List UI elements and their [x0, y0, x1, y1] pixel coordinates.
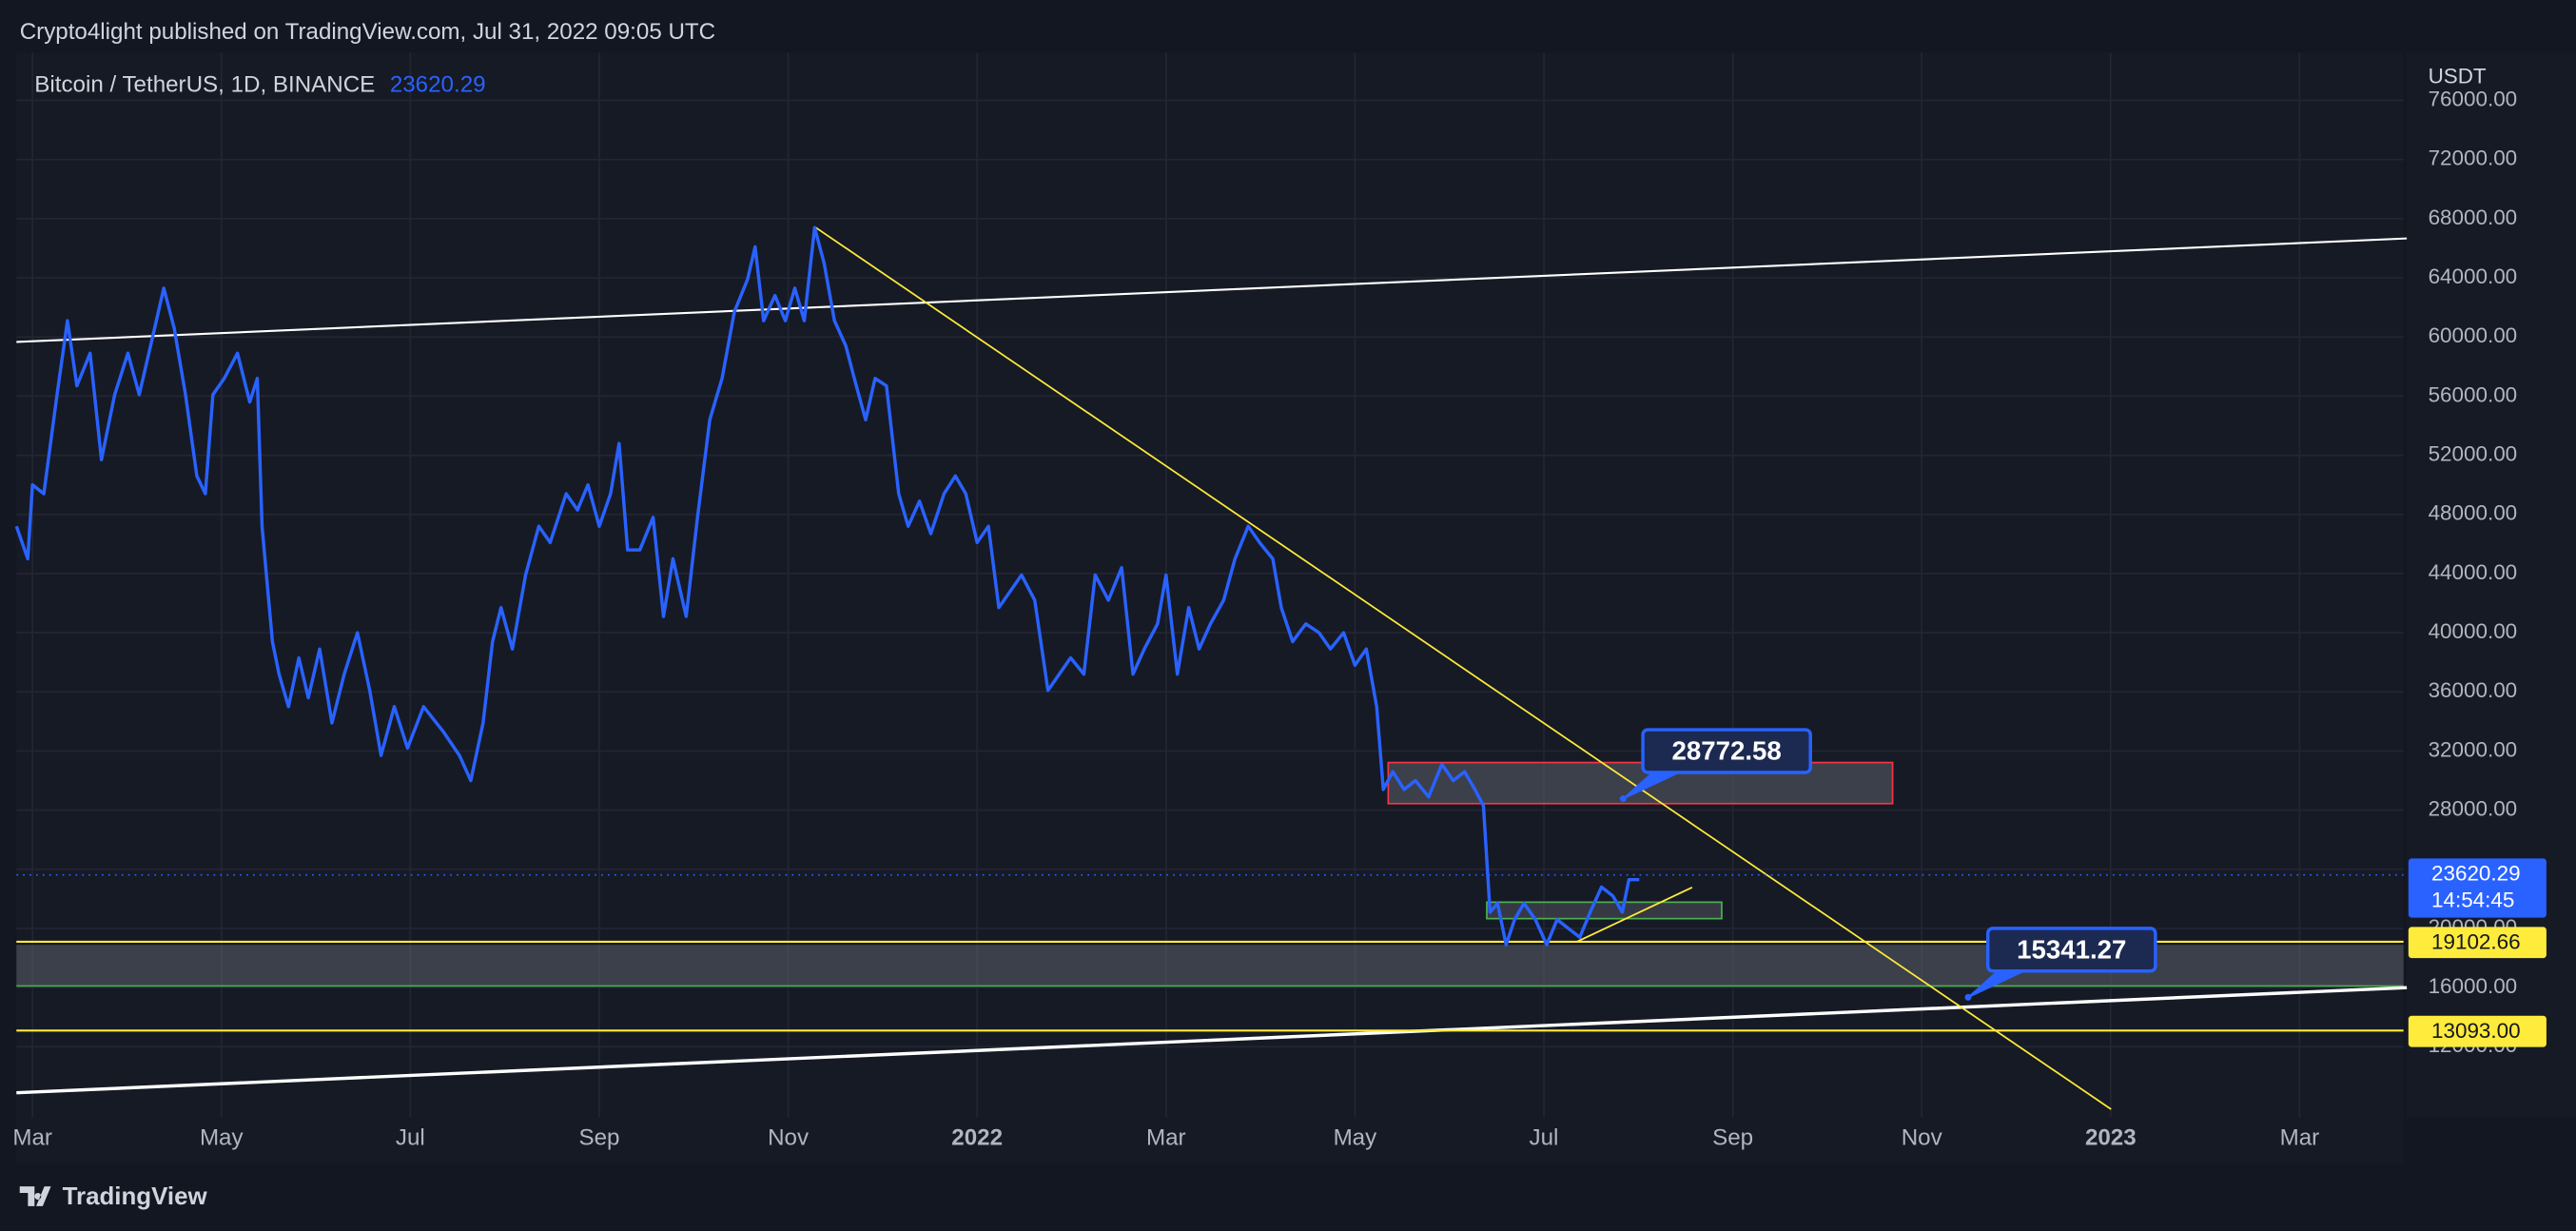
callout-tip [1619, 795, 1627, 803]
y-tick-label: 32000.00 [2429, 737, 2518, 761]
price-line-label: 19102.66 [2431, 930, 2521, 954]
logo-icon [19, 1186, 51, 1206]
y-tick-label: 52000.00 [2429, 442, 2518, 466]
x-tick-label: May [1334, 1124, 1378, 1150]
brand: TradingView [63, 1183, 208, 1210]
countdown: 14:54:45 [2431, 888, 2514, 911]
price-line-tag [2408, 1015, 2547, 1047]
x-tick-label: Sep [1712, 1124, 1753, 1150]
y-tick-label: 40000.00 [2429, 619, 2518, 643]
time-axis [16, 1117, 2404, 1163]
y-tick-label: 44000.00 [2429, 560, 2518, 584]
y-tick-label: 68000.00 [2429, 205, 2518, 229]
y-tick-label: 72000.00 [2429, 147, 2518, 170]
trendline [814, 225, 2112, 1110]
callout-label: 15341.27 [2017, 934, 2126, 964]
y-tick-label: 28000.00 [2429, 797, 2518, 821]
callout-box [1641, 728, 1812, 774]
range-box [1486, 901, 1723, 920]
callout-box [1985, 927, 2157, 973]
last-price-label: 23620.29 [2431, 862, 2521, 886]
x-tick-label: 2022 [951, 1124, 1003, 1150]
price-line-tag [2408, 927, 2547, 959]
last-price-tag [2408, 858, 2547, 918]
y-tick-label: 36000.00 [2429, 678, 2518, 702]
callout-tip [1964, 993, 1972, 1001]
x-tick-label: Sep [578, 1124, 619, 1150]
y-tick-label: 64000.00 [2429, 264, 2518, 288]
y-tick-label: 60000.00 [2429, 323, 2518, 347]
x-tick-label: Nov [768, 1124, 809, 1150]
x-tick-label: Jul [1530, 1124, 1559, 1150]
publisher: Crypto4light published on TradingView.co… [20, 19, 715, 45]
y-tick-label: 76000.00 [2429, 87, 2518, 110]
trendline [1576, 887, 1693, 943]
trendline [16, 986, 2408, 1095]
y-tick-label: 56000.00 [2429, 382, 2518, 406]
y-tick-label: 16000.00 [2429, 974, 2518, 998]
x-tick-label: Mar [12, 1124, 52, 1150]
x-tick-label: 2023 [2085, 1124, 2137, 1150]
x-tick-label: Nov [1902, 1124, 1942, 1150]
legend-symbol: Bitcoin / TetherUS, 1D, BINANCE [34, 71, 375, 97]
callout-label: 28772.58 [1672, 736, 1782, 766]
price-line-series [14, 225, 1640, 947]
currency: USDT [2429, 64, 2487, 88]
price-line-label: 13093.00 [2431, 1019, 2521, 1043]
x-tick-label: Mar [1146, 1124, 1186, 1150]
logo: TradingView [19, 1183, 208, 1210]
legend-price: 23620.29 [390, 71, 486, 97]
x-tick-label: Mar [2280, 1124, 2320, 1150]
y-tick-label: 48000.00 [2429, 501, 2518, 525]
x-tick-label: May [200, 1124, 244, 1150]
trendline [16, 237, 2408, 343]
x-tick-label: Jul [396, 1124, 425, 1150]
